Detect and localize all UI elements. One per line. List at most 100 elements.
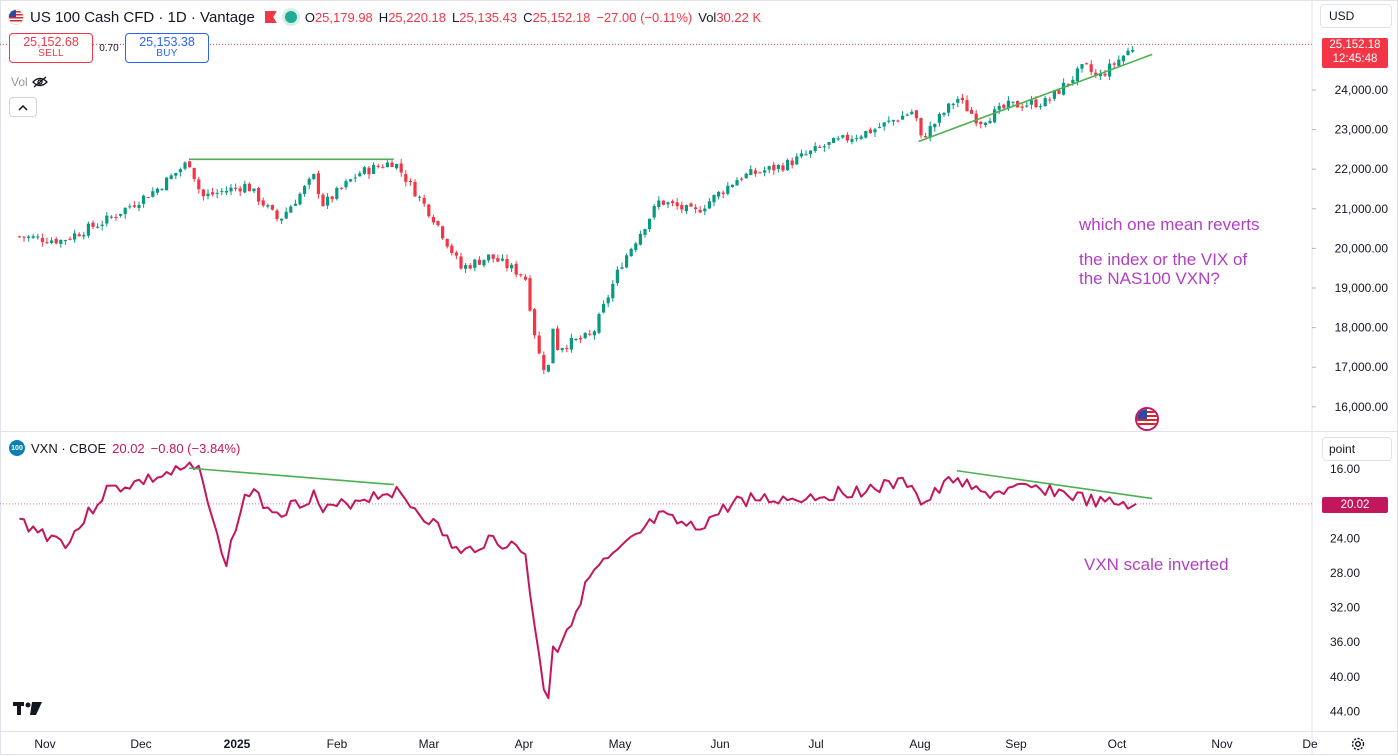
sell-button[interactable]: 25,152.68 SELL [9, 33, 93, 63]
annotation-question-line2[interactable]: the NAS100 VXN? [1079, 269, 1220, 288]
candle-body [399, 163, 403, 173]
price-tick-label: 19,000.00 [1335, 281, 1389, 295]
candle-body [54, 238, 58, 244]
candle-body [629, 248, 633, 257]
candle-body [896, 120, 900, 122]
candle-body [358, 173, 362, 177]
time-tick-label: Sep [1005, 737, 1027, 751]
candle-body [744, 173, 748, 179]
candle-body [335, 188, 339, 199]
candle-body [937, 114, 941, 123]
candle-body [1117, 59, 1121, 66]
candle-body [82, 235, 86, 237]
candle-body [983, 122, 987, 126]
candle-body [997, 105, 1001, 110]
spread-value: 0.70 [99, 42, 119, 54]
candle-body [712, 194, 716, 203]
tradingview-logo-icon[interactable] [13, 700, 43, 721]
market-open-status-icon [284, 11, 297, 23]
scale-mode-selector[interactable]: point [1322, 437, 1392, 461]
candle-body [579, 338, 583, 340]
candle-body [813, 146, 817, 151]
collapse-legend-button[interactable] [9, 97, 37, 117]
candle-body [606, 297, 610, 304]
candle-body [86, 223, 90, 236]
annotation-mean-revert[interactable]: which one mean reverts [1079, 215, 1260, 234]
price-tick-label: 18,000.00 [1335, 321, 1389, 335]
eye-hidden-icon[interactable] [31, 76, 48, 88]
candle-body [22, 236, 26, 238]
candle-body [312, 174, 316, 180]
candle-body [468, 265, 472, 269]
candle-body [887, 120, 891, 122]
candle-body [464, 265, 468, 269]
candle-body [385, 162, 389, 168]
vxn-symbol[interactable]: VXN · CBOE [31, 440, 107, 456]
symbol-title[interactable]: US 100 Cash CFD · 1D · Vantage [30, 8, 255, 26]
candle-body [487, 254, 491, 261]
candle-body [643, 229, 647, 235]
annotation-vxn-inverted[interactable]: VXN scale inverted [1084, 555, 1229, 574]
candle-body [726, 185, 730, 194]
time-tick-label: Jul [808, 737, 823, 751]
candle-body [546, 364, 550, 372]
candle-body [353, 177, 357, 179]
candle-body [390, 162, 394, 168]
candle-body [602, 303, 606, 313]
candle-body [128, 206, 132, 208]
time-tick-label: Mar [419, 737, 440, 751]
candle-body [786, 159, 790, 171]
last-price-value: 25,152.18 [1329, 39, 1381, 51]
currency-selector[interactable]: USD [1320, 4, 1392, 28]
candle-body [1085, 63, 1089, 65]
candle-body [574, 338, 578, 340]
volume-toggle[interactable]: Vol [11, 75, 48, 89]
candle-body [307, 178, 311, 185]
ohlc-values: O25,179.98 H25,220.18 L25,135.43 C25,152… [305, 10, 761, 25]
flag-marker-icon[interactable] [264, 11, 277, 23]
annotation-question-line1[interactable]: the index or the VIX of [1079, 250, 1248, 269]
candle-body [100, 224, 104, 226]
settings-gear-icon[interactable] [1350, 736, 1366, 756]
vxn-value: 20.02 [112, 440, 145, 456]
time-tick-label: Nov [1211, 737, 1232, 751]
vxn-tick-label: 44.00 [1330, 704, 1360, 718]
sell-price: 25,152.68 [23, 35, 79, 49]
us-economic-events-icon[interactable] [1135, 407, 1159, 431]
vxn-tick-label: 16.00 [1330, 462, 1360, 476]
candle-body [105, 215, 109, 224]
time-tick-label: Feb [327, 737, 348, 751]
candle-body [201, 189, 205, 197]
candle-body [50, 240, 54, 243]
price-tick-label: 20,000.00 [1335, 241, 1389, 255]
candle-body [234, 187, 238, 189]
candle-body [330, 196, 334, 200]
candle-body [197, 179, 201, 190]
candle-body [510, 264, 514, 269]
candle-body [77, 234, 81, 237]
candle-body [96, 226, 100, 228]
candle-body [68, 238, 72, 240]
vxn-tick-label: 24.00 [1330, 531, 1360, 545]
candle-body [776, 164, 780, 169]
candle-body [763, 170, 767, 173]
price-tick-label: 16,000.00 [1335, 400, 1389, 414]
candle-body [298, 193, 302, 205]
candle-body [1094, 72, 1098, 75]
candle-body [855, 137, 859, 139]
candle-body [528, 278, 532, 311]
vxn-trendline[interactable] [956, 469, 1153, 500]
price-trendline[interactable] [918, 53, 1153, 143]
vxn-symbol-icon: 100 [9, 440, 25, 456]
candle-body [638, 233, 642, 245]
bar-countdown: 12:45:48 [1332, 53, 1378, 65]
candle-body [864, 131, 868, 138]
buy-button[interactable]: 25,153.38 BUY [125, 33, 209, 63]
time-tick-label: 2025 [224, 737, 251, 751]
candle-body [951, 103, 955, 106]
candle-body [583, 333, 587, 339]
vxn-trendline[interactable] [188, 467, 394, 486]
candle-body [473, 259, 477, 268]
candle-body [767, 166, 771, 170]
